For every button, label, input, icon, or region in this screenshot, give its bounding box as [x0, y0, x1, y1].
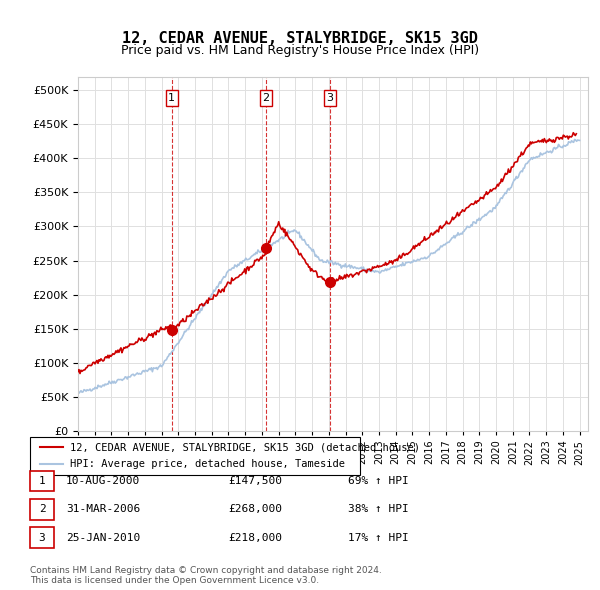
Text: 1: 1 [38, 476, 46, 486]
FancyBboxPatch shape [30, 437, 360, 475]
Text: £218,000: £218,000 [228, 533, 282, 543]
Text: 3: 3 [38, 533, 46, 543]
Text: Price paid vs. HM Land Registry's House Price Index (HPI): Price paid vs. HM Land Registry's House … [121, 44, 479, 57]
Text: 25-JAN-2010: 25-JAN-2010 [66, 533, 140, 543]
Text: 12, CEDAR AVENUE, STALYBRIDGE, SK15 3GD: 12, CEDAR AVENUE, STALYBRIDGE, SK15 3GD [122, 31, 478, 46]
Text: 12, CEDAR AVENUE, STALYBRIDGE, SK15 3GD (detached house): 12, CEDAR AVENUE, STALYBRIDGE, SK15 3GD … [70, 442, 419, 453]
Text: 2: 2 [263, 93, 269, 103]
Text: 38% ↑ HPI: 38% ↑ HPI [348, 504, 409, 514]
Text: 1: 1 [169, 93, 175, 103]
Text: HPI: Average price, detached house, Tameside: HPI: Average price, detached house, Tame… [70, 459, 344, 469]
Text: 17% ↑ HPI: 17% ↑ HPI [348, 533, 409, 543]
Text: Contains HM Land Registry data © Crown copyright and database right 2024.
This d: Contains HM Land Registry data © Crown c… [30, 566, 382, 585]
Text: 3: 3 [326, 93, 334, 103]
Text: 10-AUG-2000: 10-AUG-2000 [66, 476, 140, 486]
Text: 31-MAR-2006: 31-MAR-2006 [66, 504, 140, 514]
Text: 69% ↑ HPI: 69% ↑ HPI [348, 476, 409, 486]
Text: £268,000: £268,000 [228, 504, 282, 514]
Text: £147,500: £147,500 [228, 476, 282, 486]
Text: 2: 2 [38, 504, 46, 514]
